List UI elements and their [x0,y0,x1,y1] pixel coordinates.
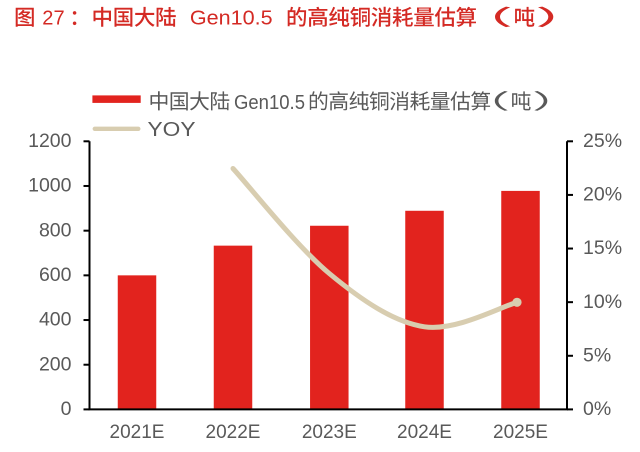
svg-text:2021E: 2021E [110,422,165,443]
svg-text:2022E: 2022E [206,422,261,443]
svg-text:200: 200 [39,353,72,375]
svg-text:Gen10.5: Gen10.5 [190,7,273,29]
svg-text:0%: 0% [583,398,611,420]
svg-text:5%: 5% [583,344,611,366]
svg-text:1200: 1200 [28,130,72,152]
svg-text:Gen10.5: Gen10.5 [234,92,305,114]
svg-text:2025E: 2025E [493,422,548,443]
svg-text:YOY: YOY [148,119,196,141]
svg-text:1000: 1000 [28,175,72,197]
svg-text:27: 27 [42,7,64,29]
svg-text:20%: 20% [583,184,622,206]
svg-text:15%: 15% [583,237,622,259]
svg-text:600: 600 [39,264,72,286]
svg-text:2023E: 2023E [302,422,357,443]
svg-text:0: 0 [61,398,72,420]
svg-text:25%: 25% [583,130,622,152]
svg-text:2024E: 2024E [397,422,452,443]
svg-text:400: 400 [39,309,72,331]
svg-text:800: 800 [39,219,72,241]
svg-text:10%: 10% [583,291,622,313]
